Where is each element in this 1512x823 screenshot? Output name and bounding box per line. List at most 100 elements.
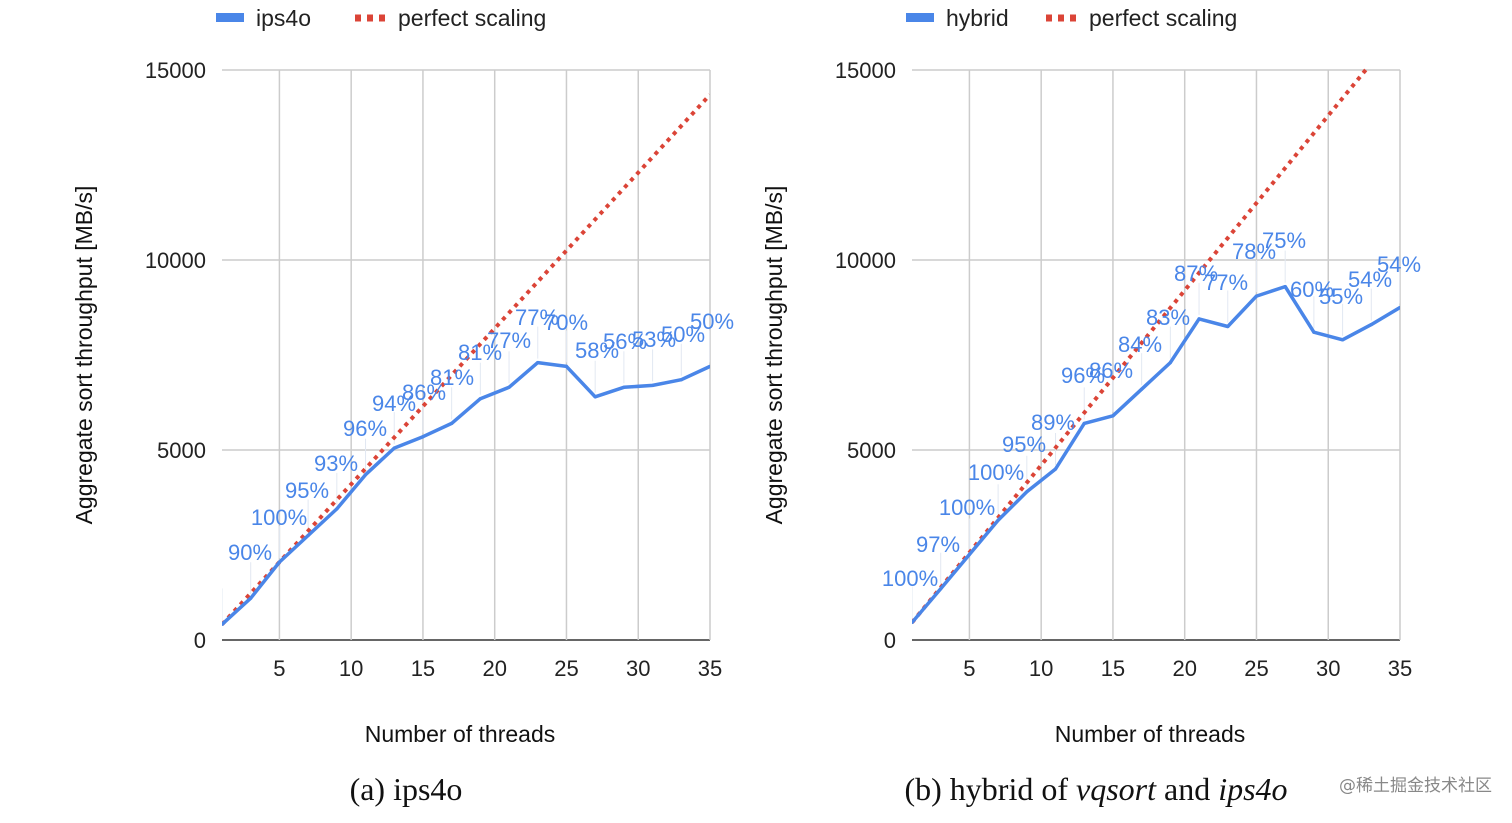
- data-point: [650, 383, 655, 387]
- caption-part: (b) hybrid of: [904, 771, 1076, 807]
- data-label: 90%: [228, 540, 272, 565]
- data-point: [1140, 387, 1144, 391]
- caption-part: and: [1156, 771, 1218, 807]
- x-tick-label: 35: [1388, 656, 1412, 681]
- data-point: [1168, 361, 1172, 365]
- data-label: 77%: [487, 328, 531, 353]
- data-label: 50%: [690, 309, 734, 334]
- x-tick-label: 5: [273, 656, 285, 681]
- data-label: 100%: [882, 566, 938, 591]
- data-label: 93%: [314, 451, 358, 476]
- data-label: 100%: [939, 495, 995, 520]
- data-point: [1025, 490, 1029, 494]
- data-point: [1254, 294, 1259, 298]
- data-point: [679, 378, 683, 382]
- data-point: [967, 552, 972, 557]
- data-label: 50%: [661, 322, 705, 347]
- data-label: 96%: [343, 416, 387, 441]
- data-label: 100%: [251, 505, 307, 530]
- series-line-ips4o: [222, 360, 710, 626]
- y-tick-label: 5000: [157, 438, 206, 463]
- data-label: 94%: [372, 391, 416, 416]
- data-label: 70%: [544, 310, 588, 335]
- data-label: 84%: [1118, 332, 1162, 357]
- caption-part: (a) ips4o: [350, 771, 463, 807]
- data-label: 53%: [632, 327, 676, 352]
- data-point: [1283, 285, 1287, 289]
- data-point: [1111, 414, 1115, 418]
- data-label: 55%: [1319, 284, 1363, 309]
- x-tick-label: 15: [1101, 656, 1125, 681]
- legend-label: hybrid: [946, 5, 1009, 31]
- data-label: 95%: [1002, 432, 1046, 457]
- x-tick-label: 25: [1244, 656, 1268, 681]
- y-axis-title: Aggregate sort throughput [MB/s]: [761, 186, 787, 525]
- data-label: 54%: [1377, 252, 1421, 277]
- data-point: [708, 364, 710, 368]
- y-tick-label: 0: [884, 628, 896, 653]
- figure-caption: (b) hybrid of vqsort and ips4o: [904, 771, 1287, 807]
- data-label: 81%: [458, 340, 502, 365]
- data-point: [1053, 467, 1058, 471]
- series-line-hybrid: [912, 284, 1400, 624]
- data-point: [1369, 323, 1373, 327]
- legend-swatch-ips4o: [216, 13, 244, 22]
- x-tick-label: 20: [482, 656, 506, 681]
- data-point: [536, 361, 540, 365]
- data-point: [222, 622, 224, 627]
- data-point: [450, 421, 454, 425]
- data-label: 87%: [1174, 261, 1218, 286]
- data-label: 86%: [402, 380, 446, 405]
- data-label: 86%: [1089, 358, 1133, 383]
- y-tick-label: 15000: [835, 58, 896, 83]
- plot-area: [912, 68, 1400, 625]
- caption-part: ips4o: [1218, 771, 1287, 807]
- x-axis-title: Number of threads: [1055, 721, 1245, 747]
- legend: hybrid perfect scaling: [906, 5, 1237, 31]
- data-point: [249, 596, 253, 600]
- data-point: [939, 587, 943, 591]
- chart-panel-b: 0 5000 10000 15000 5 10 15 20 25 30 35 Aggregate so…: [690, 0, 1446, 818]
- y-tick-label: 10000: [835, 248, 896, 273]
- legend-label: ips4o: [256, 5, 311, 31]
- data-label: 60%: [1290, 277, 1334, 302]
- data-point: [1398, 305, 1400, 310]
- x-tick-label: 10: [339, 656, 363, 681]
- data-label: 95%: [285, 478, 329, 503]
- legend: ips4o perfect scaling: [216, 5, 546, 31]
- data-label: 56%: [603, 329, 647, 354]
- data-label: 100%: [968, 460, 1024, 485]
- chart-panel-a: 0 5000 10000 15000 5 10 15 20 25 30 35 Aggregate so…: [0, 0, 756, 818]
- data-label: 83%: [1146, 305, 1190, 330]
- data-point: [564, 364, 569, 368]
- data-label: 77%: [1204, 270, 1248, 295]
- chart-a-svg: 0 5000 10000 15000 5 10 15 20 25 30 35 Aggregate so…: [71, 5, 734, 807]
- series-line-perfect-scaling: [222, 93, 710, 626]
- y-axis-title: Aggregate sort throughput [MB/s]: [71, 186, 97, 525]
- data-label: 77%: [515, 305, 559, 330]
- legend-label: perfect scaling: [398, 5, 546, 31]
- data-point: [1340, 338, 1345, 342]
- data-point: [363, 473, 368, 477]
- data-label: 78%: [1232, 239, 1276, 264]
- x-tick-label: 10: [1029, 656, 1053, 681]
- figure-caption: (a) ips4o: [350, 771, 463, 807]
- data-point: [277, 560, 282, 564]
- data-point: [335, 507, 339, 511]
- data-point: [912, 620, 914, 625]
- data-point: [306, 533, 310, 538]
- x-tick-label: 30: [626, 656, 650, 681]
- data-point: [392, 446, 396, 450]
- legend-swatch-hybrid: [906, 13, 934, 22]
- y-tick-label: 0: [194, 628, 206, 653]
- x-tick-label: 20: [1172, 656, 1196, 681]
- data-label: 75%: [1262, 228, 1306, 253]
- data-label: 89%: [1031, 410, 1075, 435]
- data-label: 96%: [1061, 363, 1105, 388]
- x-tick-label: 25: [554, 656, 578, 681]
- data-label: 81%: [430, 365, 474, 390]
- data-point: [996, 518, 1000, 522]
- plot-area: [222, 93, 710, 627]
- legend-label: perfect scaling: [1089, 5, 1237, 31]
- data-label: 54%: [1348, 267, 1392, 292]
